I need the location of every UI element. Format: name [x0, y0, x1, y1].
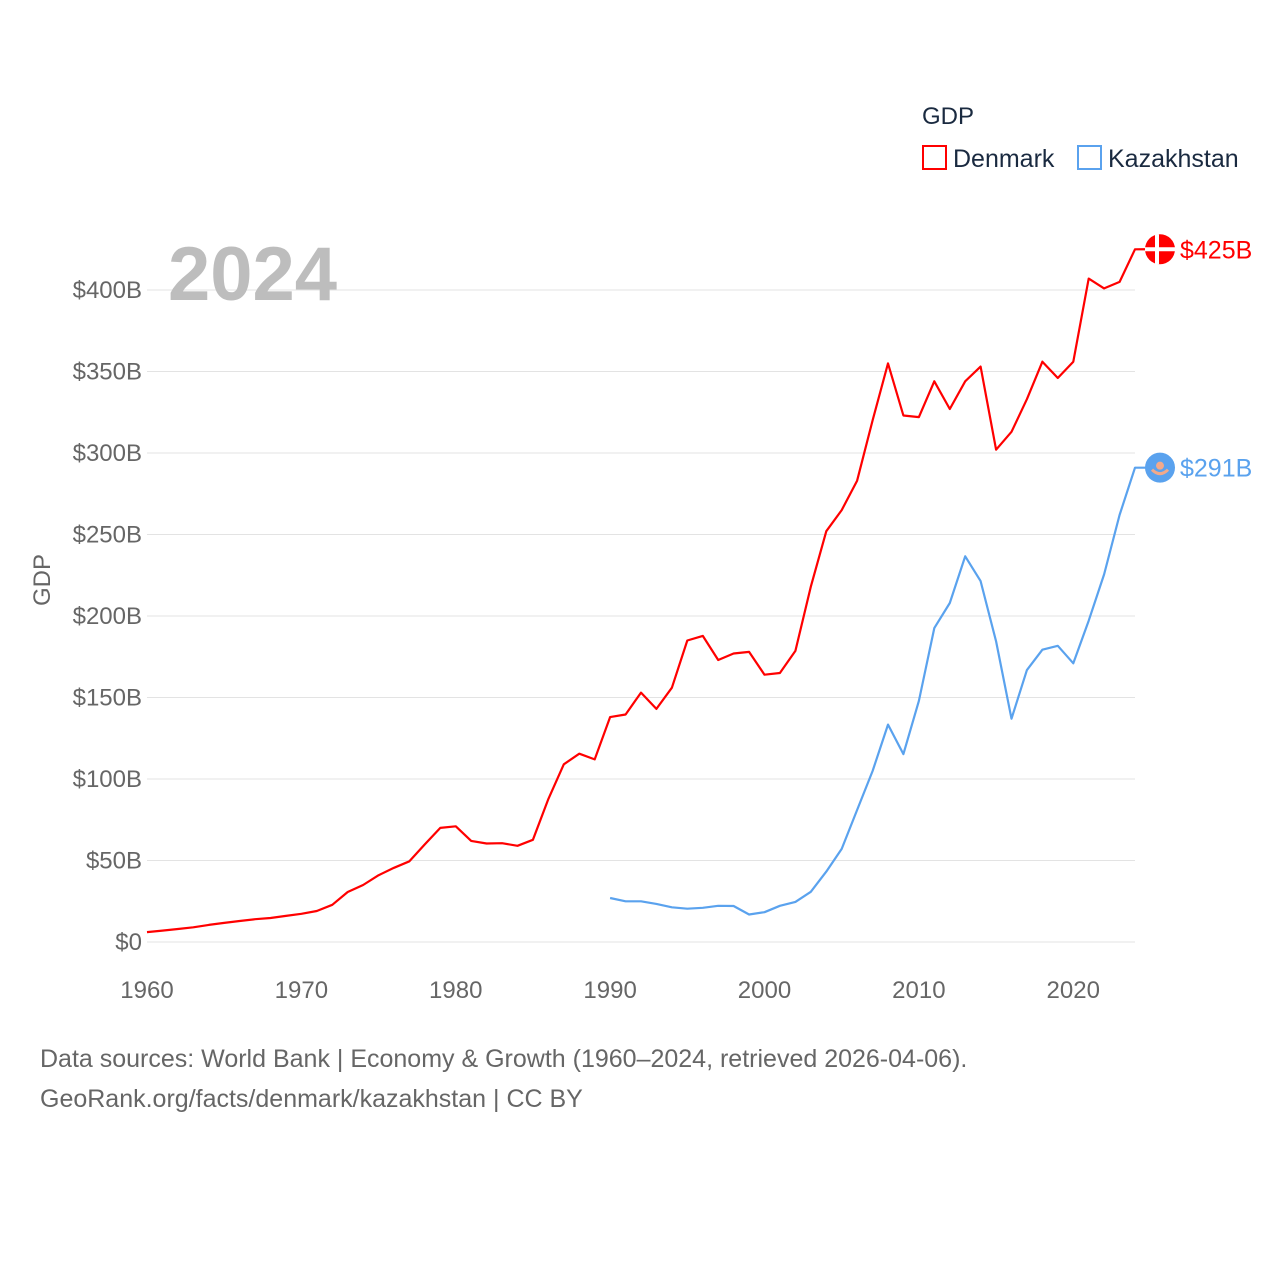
- y-tick-label: $50B: [86, 848, 142, 875]
- legend: GDP Denmark Kazakhstan: [922, 103, 1239, 173]
- legend-label-denmark: Denmark: [953, 145, 1055, 173]
- x-tick-label: 1980: [429, 977, 482, 1004]
- flag-eagle: [1150, 468, 1170, 476]
- x-tick-label: 2020: [1047, 977, 1100, 1004]
- x-tick-label: 2010: [892, 977, 945, 1004]
- y-tick-label: $300B: [73, 440, 142, 467]
- end-value-label-kazakhstan: $291B: [1180, 455, 1252, 483]
- legend-swatch-denmark: [922, 145, 947, 170]
- x-tick-label: 1970: [275, 977, 328, 1004]
- y-tick-label: $250B: [73, 522, 142, 549]
- y-tick-label: $150B: [73, 685, 142, 712]
- grid-lines: [147, 289, 1135, 943]
- legend-title: GDP: [922, 103, 974, 130]
- y-tick-label: $100B: [73, 766, 142, 793]
- legend-label-kazakhstan: Kazakhstan: [1108, 145, 1239, 173]
- legend-item-denmark[interactable]: Denmark: [922, 145, 1055, 173]
- flag-sun: [1156, 461, 1164, 470]
- kazakhstan-flag-icon: [1145, 452, 1175, 483]
- y-tick-label: $0: [115, 929, 142, 956]
- x-tick-label: 1990: [583, 977, 636, 1004]
- flag-cross-horizontal: [1145, 247, 1175, 252]
- attribution-link[interactable]: GeoRank.org/facts/denmark/kazakhstan | C…: [40, 1085, 583, 1113]
- x-tick-label: 1960: [120, 977, 173, 1004]
- denmark-flag-icon: [1145, 234, 1175, 265]
- y-tick-label: $400B: [73, 277, 142, 304]
- series-lines: $425B $291B: [146, 234, 1252, 934]
- legend-swatch-kazakhstan: [1077, 145, 1102, 170]
- year-watermark: 2024: [168, 232, 337, 317]
- series-line-denmark: [146, 248, 1148, 934]
- legend-item-kazakhstan[interactable]: Kazakhstan: [1077, 145, 1239, 173]
- series-line-kazakhstan: [609, 466, 1148, 916]
- end-value-label-denmark: $425B: [1180, 236, 1252, 264]
- y-axis-label: GDP: [29, 554, 56, 606]
- y-tick-label: $200B: [73, 603, 142, 630]
- data-sources-note: Data sources: World Bank | Economy & Gro…: [40, 1045, 968, 1073]
- y-tick-label: $350B: [73, 359, 142, 386]
- y-axis-ticks: $0 $50B $100B $150B $200B $250B $300B $350B $400…: [73, 277, 142, 956]
- x-tick-label: 2000: [738, 977, 791, 1004]
- x-axis-ticks: 1960 1970 1980 1990 2000 2010 2020: [120, 977, 1100, 1004]
